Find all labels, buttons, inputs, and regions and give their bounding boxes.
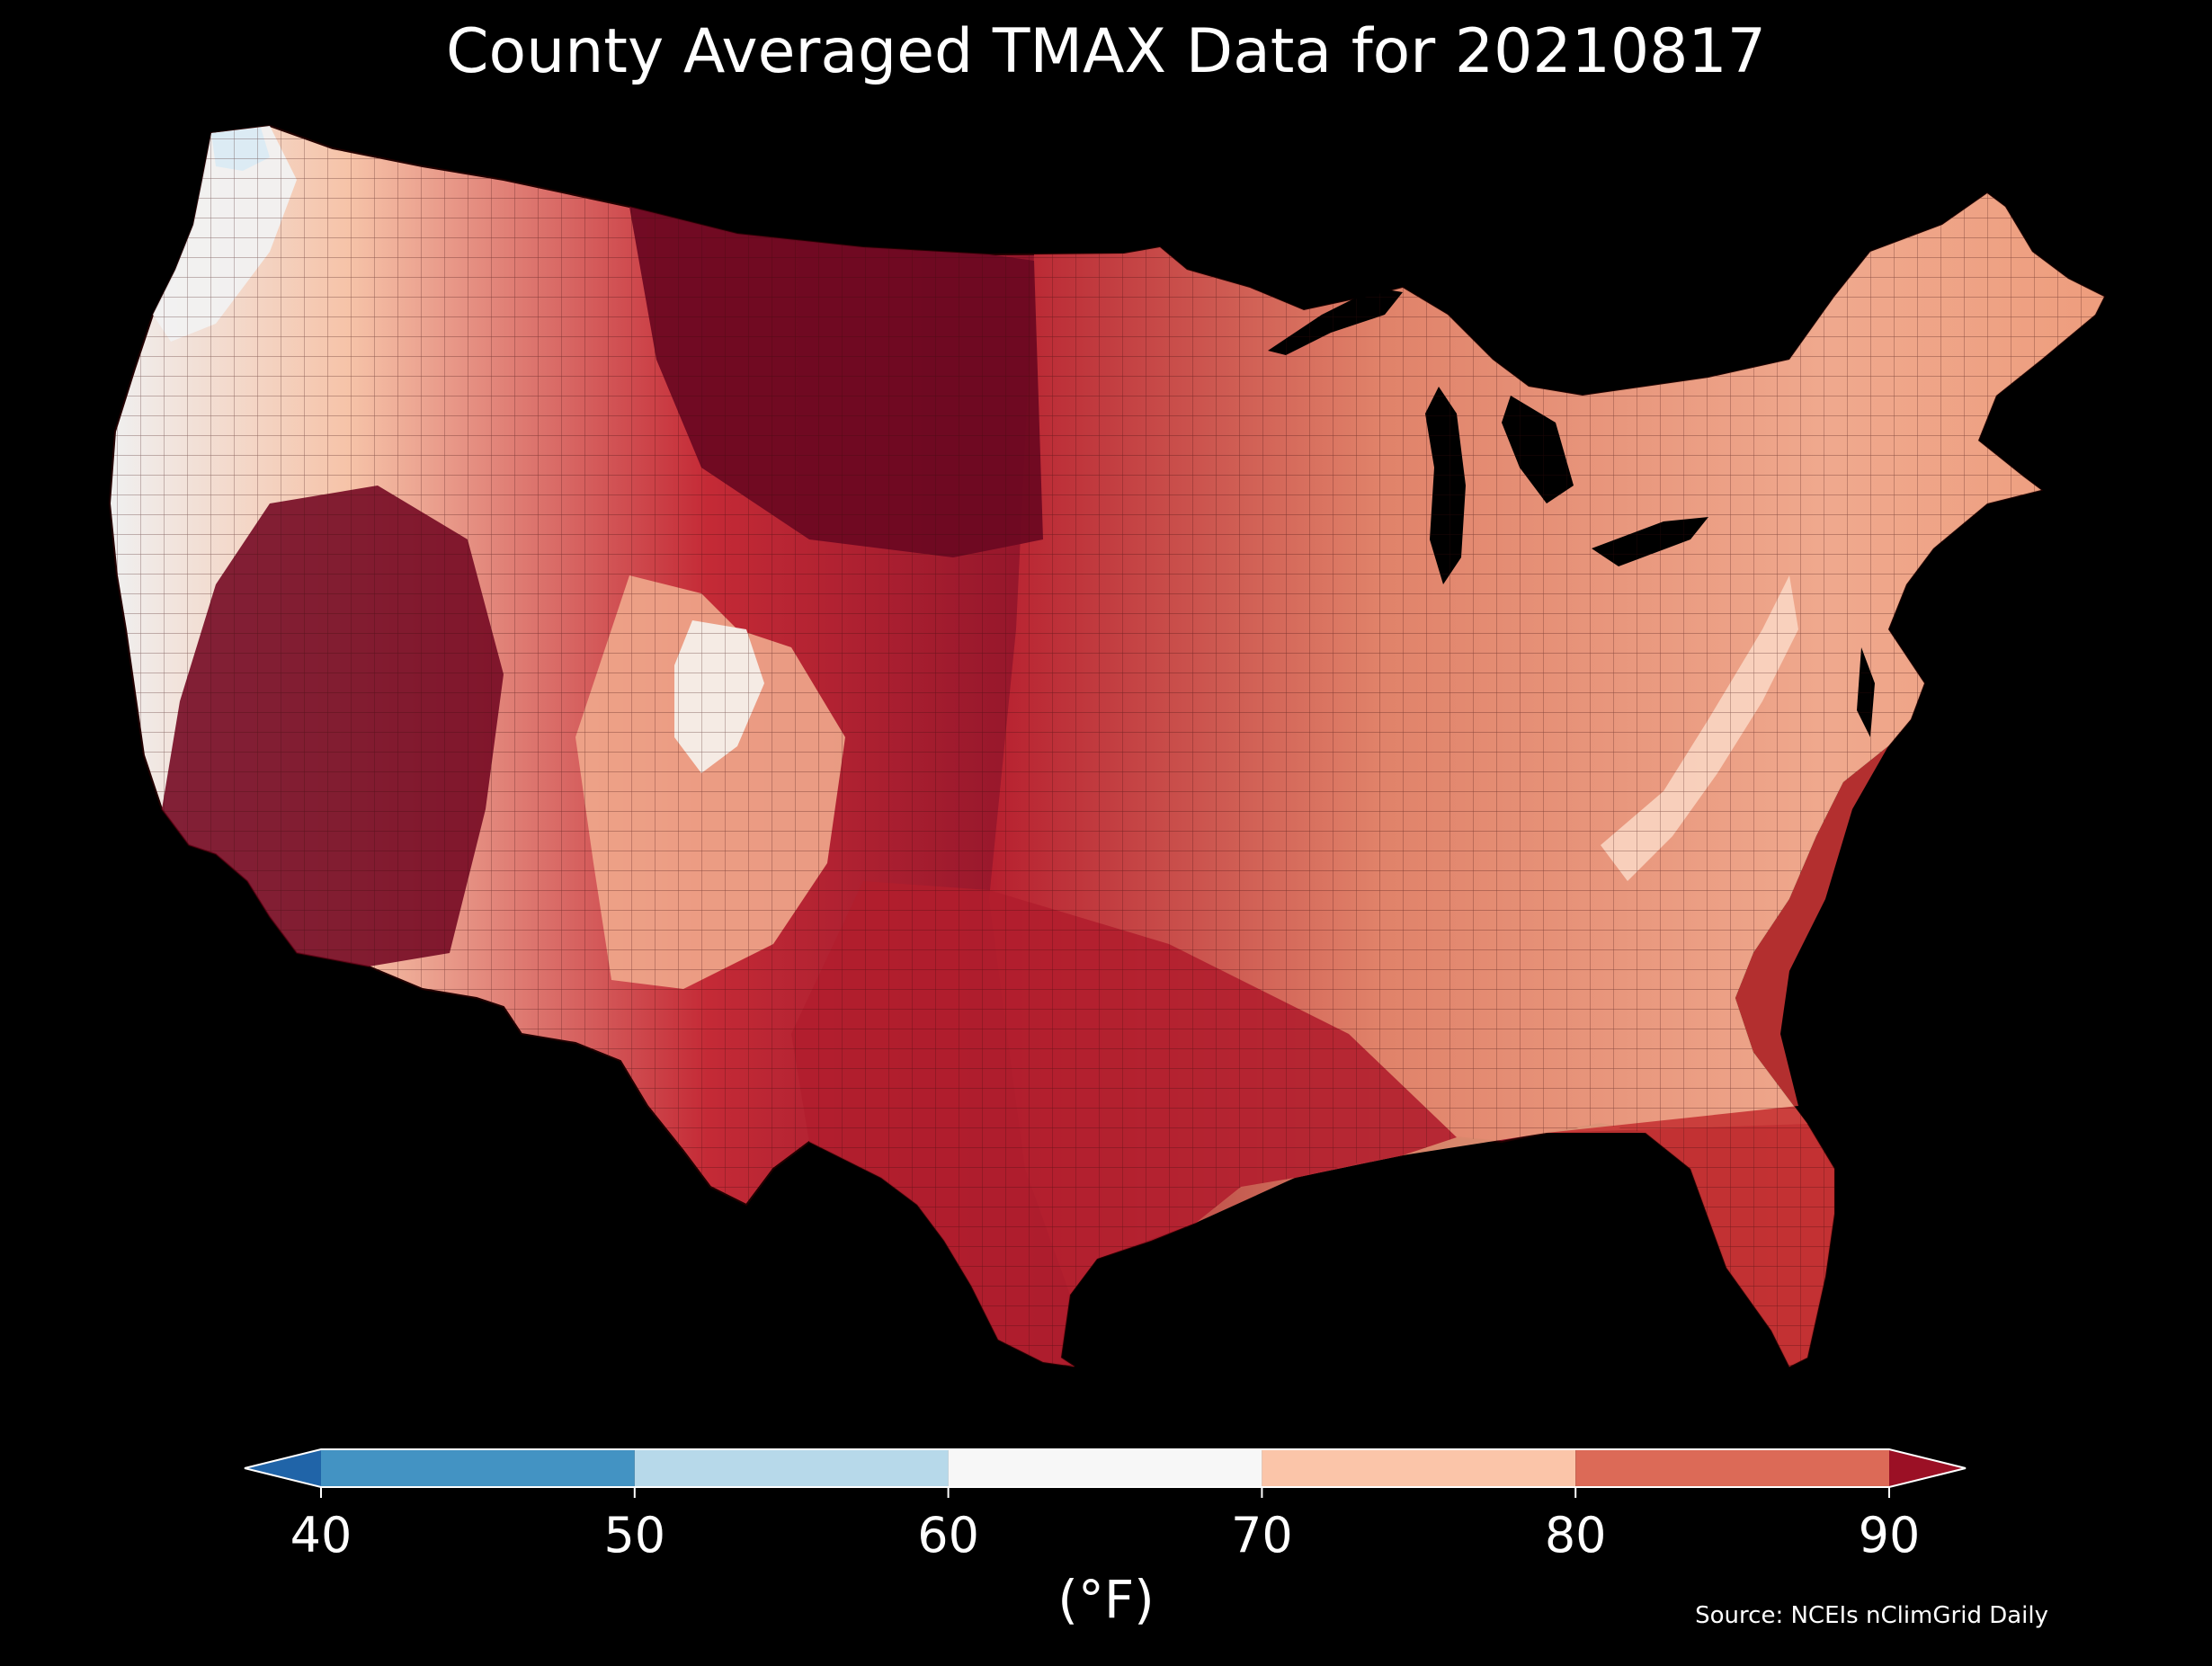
- colorbar-bin-1: [634, 1449, 949, 1487]
- colorbar-over-arrow: [1889, 1449, 1966, 1487]
- colorbar-tick-label-4: 80: [1545, 1507, 1607, 1564]
- colorbar-under-arrow: [245, 1449, 321, 1487]
- colorbar-bin-0: [321, 1449, 635, 1487]
- colorbar-tick-label-0: 40: [290, 1507, 352, 1564]
- colorbar-bin-4: [1575, 1449, 1889, 1487]
- colorbar-tick-label-5: 90: [1859, 1507, 1921, 1564]
- source-note: Source: NCEIs nClimGrid Daily: [1695, 1602, 2048, 1629]
- map-title: County Averaged TMAX Data for 20210817: [446, 16, 1766, 87]
- colorbar-tick-label-2: 60: [917, 1507, 979, 1564]
- colorbar-tick-label-3: 70: [1231, 1507, 1293, 1564]
- colorbar: 40 50 60 70 80 90: [244, 1448, 1967, 1564]
- colorbar-label: (°F): [1057, 1569, 1155, 1630]
- colorbar-tick-label-1: 50: [603, 1507, 665, 1564]
- colorbar-bin-2: [948, 1449, 1262, 1487]
- county-boundaries: [110, 126, 2104, 1367]
- colorbar-bin-3: [1262, 1449, 1576, 1487]
